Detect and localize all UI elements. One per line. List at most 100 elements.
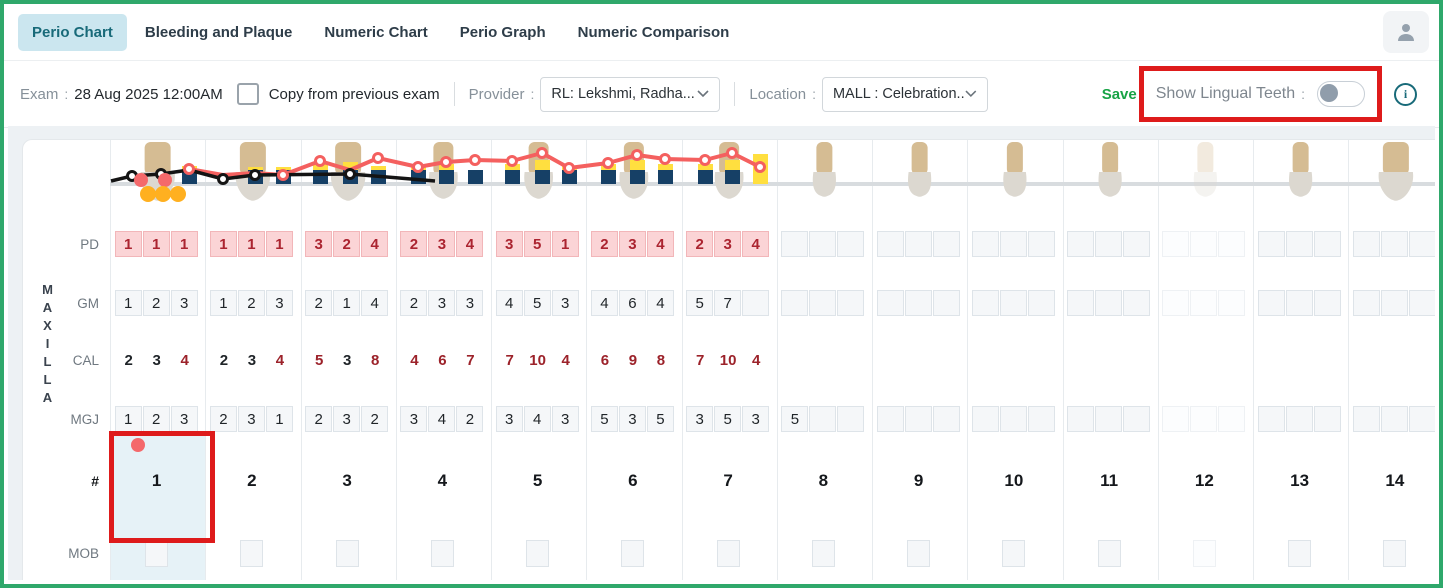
gm-cell[interactable]: 2 [305, 290, 333, 316]
pd-cell[interactable] [1123, 231, 1151, 257]
mgj-cell[interactable]: 2 [142, 406, 170, 432]
pd-cell[interactable] [809, 231, 837, 257]
pd-cell[interactable]: 1 [551, 231, 579, 257]
pd-cell[interactable] [971, 231, 999, 257]
tooth-image-14[interactable] [1378, 142, 1414, 201]
tab-bleeding-and-plaque[interactable]: Bleeding and Plaque [144, 23, 293, 41]
mob-cell[interactable] [145, 539, 169, 567]
location-select[interactable]: MALL : Celebration... [821, 76, 988, 112]
mgj-cell[interactable]: 1 [265, 406, 293, 432]
gm-cell[interactable]: 2 [237, 290, 265, 316]
mgj-cell[interactable] [1067, 406, 1095, 432]
gm-cell[interactable]: 2 [142, 290, 170, 316]
gm-cell[interactable]: 5 [523, 290, 551, 316]
gm-cell[interactable]: 3 [551, 290, 579, 316]
mob-cell[interactable] [1002, 539, 1026, 567]
mgj-cell[interactable] [1352, 406, 1380, 432]
gm-cell[interactable] [1162, 290, 1190, 316]
gm-cell[interactable]: 4 [590, 290, 618, 316]
gm-cell[interactable]: 3 [265, 290, 293, 316]
tooth-image-11[interactable] [1098, 142, 1122, 197]
gm-cell[interactable] [876, 290, 904, 316]
mgj-cell[interactable] [1095, 406, 1123, 432]
mob-cell[interactable] [335, 539, 359, 567]
gm-cell[interactable] [1095, 290, 1123, 316]
gm-cell[interactable]: 3 [428, 290, 456, 316]
mgj-cell[interactable]: 3 [618, 406, 646, 432]
pd-cell[interactable]: 1 [142, 231, 170, 257]
pd-cell[interactable] [1067, 231, 1095, 257]
tooth-image-3[interactable] [330, 142, 366, 201]
pd-cell[interactable] [1257, 231, 1285, 257]
mgj-cell[interactable] [1408, 406, 1435, 432]
user-profile-button[interactable] [1383, 11, 1429, 53]
tab-numeric-comparison[interactable]: Numeric Comparison [577, 23, 730, 41]
mgj-cell[interactable]: 5 [714, 406, 742, 432]
exam-date-value[interactable]: 28 Aug 2025 12:00AM [74, 85, 223, 103]
mgj-cell[interactable] [999, 406, 1027, 432]
gm-cell[interactable]: 3 [456, 290, 484, 316]
mgj-cell[interactable]: 3 [237, 406, 265, 432]
mgj-cell[interactable]: 3 [495, 406, 523, 432]
tab-perio-graph[interactable]: Perio Graph [459, 23, 546, 41]
mgj-cell[interactable] [1380, 406, 1408, 432]
pd-cell[interactable] [999, 231, 1027, 257]
pd-cell[interactable] [1027, 231, 1055, 257]
tooth-image-8[interactable] [812, 142, 836, 197]
gm-cell[interactable] [742, 290, 770, 316]
gm-cell[interactable] [1218, 290, 1246, 316]
info-icon[interactable]: i [1394, 82, 1417, 106]
mob-cell[interactable] [526, 539, 550, 567]
gm-cell[interactable] [932, 290, 960, 316]
mgj-cell[interactable] [1027, 406, 1055, 432]
show-lingual-teeth-toggle[interactable] [1317, 81, 1365, 107]
gm-cell[interactable] [904, 290, 932, 316]
pd-cell[interactable] [1190, 231, 1218, 257]
tooth-image-6[interactable] [619, 142, 649, 199]
mgj-cell[interactable]: 3 [686, 406, 714, 432]
gm-cell[interactable]: 1 [209, 290, 237, 316]
gm-cell[interactable] [781, 290, 809, 316]
gm-cell[interactable]: 2 [400, 290, 428, 316]
mob-cell[interactable] [907, 539, 931, 567]
mgj-cell[interactable]: 3 [333, 406, 361, 432]
gm-cell[interactable] [1285, 290, 1313, 316]
pd-cell[interactable] [1380, 231, 1408, 257]
tooth-image-12[interactable] [1193, 142, 1217, 197]
mgj-cell[interactable]: 3 [400, 406, 428, 432]
mob-cell[interactable] [716, 539, 740, 567]
mob-cell[interactable] [811, 539, 835, 567]
mgj-cell[interactable] [1313, 406, 1341, 432]
mgj-cell[interactable]: 2 [305, 406, 333, 432]
mob-cell[interactable] [1383, 539, 1407, 567]
mgj-cell[interactable]: 1 [114, 406, 142, 432]
pd-cell[interactable] [932, 231, 960, 257]
tooth-image-7[interactable] [714, 142, 744, 199]
mgj-cell[interactable] [971, 406, 999, 432]
gm-cell[interactable] [1027, 290, 1055, 316]
mgj-cell[interactable]: 5 [590, 406, 618, 432]
pd-cell[interactable]: 2 [400, 231, 428, 257]
gm-cell[interactable] [999, 290, 1027, 316]
mob-cell[interactable] [1288, 539, 1312, 567]
gm-cell[interactable] [1190, 290, 1218, 316]
pd-cell[interactable]: 2 [590, 231, 618, 257]
pd-cell[interactable] [1218, 231, 1246, 257]
gm-cell[interactable] [1352, 290, 1380, 316]
copy-previous-exam-checkbox[interactable] [236, 83, 259, 105]
pd-cell[interactable]: 5 [523, 231, 551, 257]
gm-cell[interactable] [837, 290, 865, 316]
gm-cell[interactable]: 4 [495, 290, 523, 316]
mgj-cell[interactable]: 2 [361, 406, 389, 432]
gm-cell[interactable] [1123, 290, 1151, 316]
pd-cell[interactable] [837, 231, 865, 257]
pd-cell[interactable] [1408, 231, 1435, 257]
pd-cell[interactable]: 1 [265, 231, 293, 257]
mgj-cell[interactable]: 2 [456, 406, 484, 432]
gm-cell[interactable]: 4 [646, 290, 674, 316]
pd-cell[interactable]: 3 [714, 231, 742, 257]
mgj-cell[interactable] [837, 406, 865, 432]
pd-cell[interactable]: 1 [209, 231, 237, 257]
pd-cell[interactable]: 1 [114, 231, 142, 257]
pd-cell[interactable] [904, 231, 932, 257]
